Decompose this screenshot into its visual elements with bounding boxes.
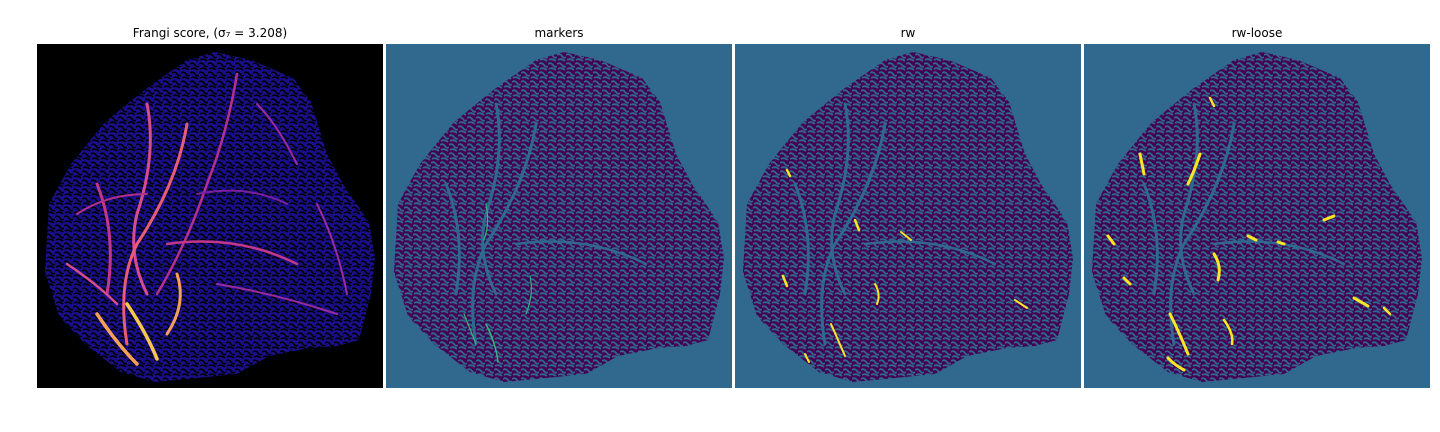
frangi-score-image xyxy=(37,44,383,388)
tissue-region xyxy=(45,52,375,382)
tissue-region xyxy=(1092,52,1422,382)
rw-loose-svg xyxy=(1084,44,1430,388)
panel-title-rw: rw xyxy=(900,26,916,40)
vessel-network xyxy=(65,72,348,366)
rw-svg xyxy=(735,44,1081,388)
tissue-region xyxy=(743,52,1073,382)
rw-loose-segments xyxy=(1106,96,1392,372)
rw-loose-image xyxy=(1084,44,1430,388)
panel-title-markers: markers xyxy=(534,26,584,40)
marker-network xyxy=(444,102,648,363)
rw-segments xyxy=(781,102,1028,363)
rw-image xyxy=(735,44,1081,388)
panel-title-rw-loose: rw-loose xyxy=(1231,26,1283,40)
tissue-region xyxy=(394,52,724,382)
panel-title-frangi: Frangi score, (σ₇ = 3.208) xyxy=(132,26,288,40)
frangi-score-svg xyxy=(37,44,383,388)
markers-svg xyxy=(386,44,732,388)
markers-image xyxy=(386,44,732,388)
